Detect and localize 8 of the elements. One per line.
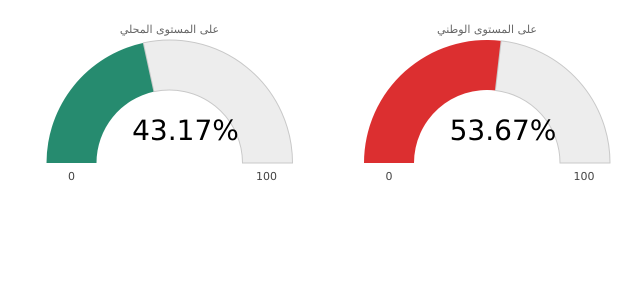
text: 53.67% — [450, 114, 556, 147]
chart-title: على المستوى الوطني — [437, 23, 537, 36]
text: 0 — [386, 170, 392, 183]
text: 43.17% — [132, 114, 239, 147]
text: 0 — [68, 170, 75, 183]
text: 100 — [574, 170, 594, 183]
text: 100 — [256, 170, 277, 183]
chart-title: على المستوى المحلي — [120, 23, 220, 36]
